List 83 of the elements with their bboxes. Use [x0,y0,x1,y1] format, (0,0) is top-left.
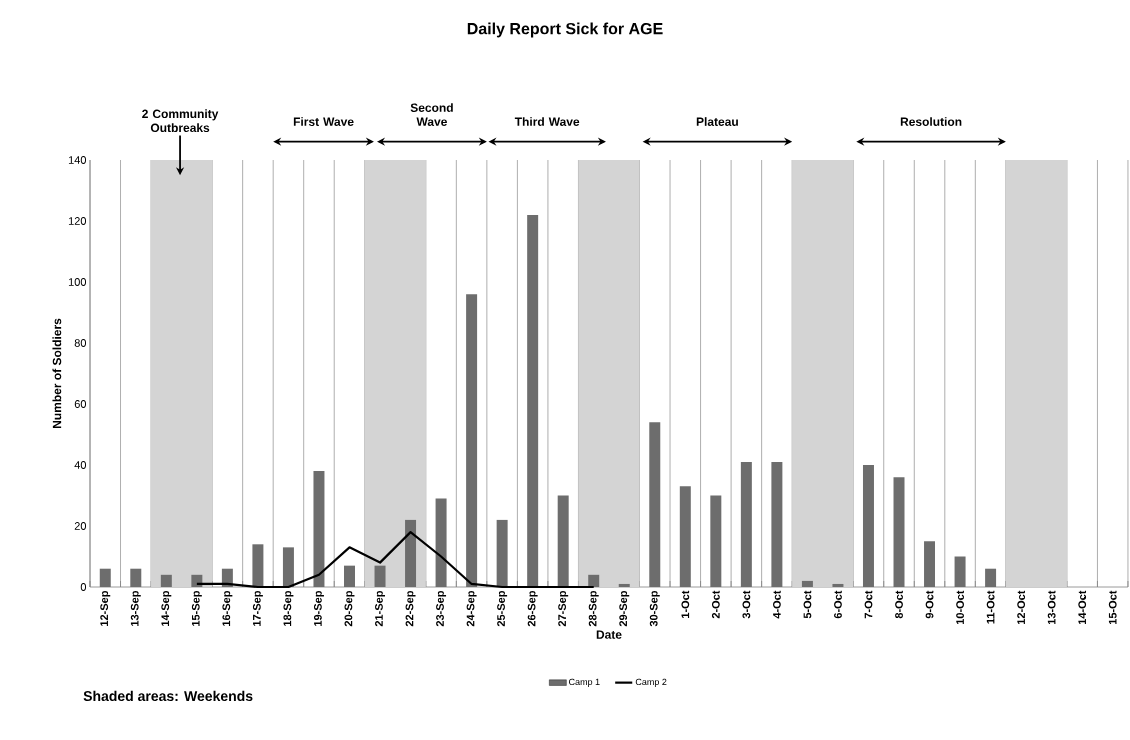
x-tick-label: 12-Oct [1017,590,1026,625]
bar [344,565,355,587]
x-tick-label: 9-Oct [925,590,934,619]
bar [466,294,478,587]
text: 2 Community Outbreaks [142,109,219,133]
legend-label: Camp 2 [635,678,667,687]
bar [191,574,203,587]
bar [252,544,264,587]
bar [99,568,111,587]
text: Third Wave [514,117,580,126]
bar [801,580,813,587]
x-tick-label: 12-Sep [100,591,111,626]
x-tick-label: 15-Sep [191,591,202,626]
x-tick-label: 18-Sep [283,591,294,626]
text: Second Wave [410,103,453,126]
x-tick-label: 30-Sep [649,591,660,627]
bar [405,519,417,587]
bar [954,556,966,587]
x-tick-label: 28-Sep [588,591,599,627]
bar [832,583,844,587]
x-tick-label: 22-Sep [405,591,416,627]
bar [130,568,142,587]
x-tick-label: 25-Sep [497,591,508,627]
y-tick-label: 140 [68,156,87,164]
x-tick-label: 14-Sep [161,591,172,626]
bar [282,547,294,587]
bar [679,486,691,587]
x-tick-label: 2-Oct [711,590,720,619]
x-tick-label: 3-Oct [742,590,751,619]
y-tick-label: 80 [74,339,87,347]
x-tick-label: 4-Oct [773,590,781,619]
x-tick-label: 17-Sep [252,591,263,626]
bar [496,519,508,587]
x-tick-label: 23-Sep [436,591,447,627]
x-tick-label: 11-Oct [986,590,995,624]
x-tick-label: 6-Oct [834,590,842,619]
x-tick-label: 1-Oct [681,590,690,618]
legend-label: Camp 1 [569,678,600,687]
x-tick-label: 27-Sep [558,591,569,627]
x-tick-label: 7-Oct [864,590,873,619]
text: Shaded areas: Weekends [83,690,253,702]
bar [924,541,936,587]
y-tick-label: 0 [80,583,87,591]
y-tick-label: 60 [74,400,87,408]
bar [618,583,630,587]
bar [985,568,997,587]
x-axis-title: Date [596,630,622,639]
bar [313,471,325,587]
bar [435,498,447,587]
bar [160,574,172,587]
x-tick-label: 29-Sep [619,591,630,627]
bar [710,495,722,587]
x-tick-label: 19-Sep [314,591,324,626]
y-tick-label: 20 [74,522,87,530]
x-tick-label: 10-Oct [956,590,964,625]
x-tick-label: 8-Oct [895,590,903,619]
bar [771,461,783,587]
y-tick-label: 100 [68,278,87,286]
x-tick-label: 24-Sep [466,591,477,627]
bar [862,465,874,587]
text: Plateau [696,117,738,126]
bar [557,495,569,587]
x-tick-label: 15-Oct [1108,590,1117,625]
x-tick-label: 5-Oct [803,590,812,619]
x-tick-label: 13-Oct [1047,590,1056,625]
bar [740,461,752,587]
x-tick-label: 13-Sep [130,591,141,626]
text: Resolution [900,117,962,126]
x-tick-label: 16-Sep [222,591,233,626]
bar [893,477,905,587]
y-tick-label: 40 [74,461,87,469]
bar [649,422,661,587]
bar [588,574,600,587]
text: First Wave [293,117,354,126]
bar [374,565,386,587]
y-tick-label: 120 [68,217,87,225]
bar [527,214,539,587]
x-tick-label: 20-Sep [344,591,355,627]
x-tick-label: 26-Sep [527,591,538,627]
x-tick-label: 14-Oct [1078,590,1087,625]
chart-title: Daily Report Sick for AGE [467,22,663,38]
x-tick-label: 21-Sep [375,591,385,627]
y-axis-title: Number of Soldiers [52,318,62,429]
